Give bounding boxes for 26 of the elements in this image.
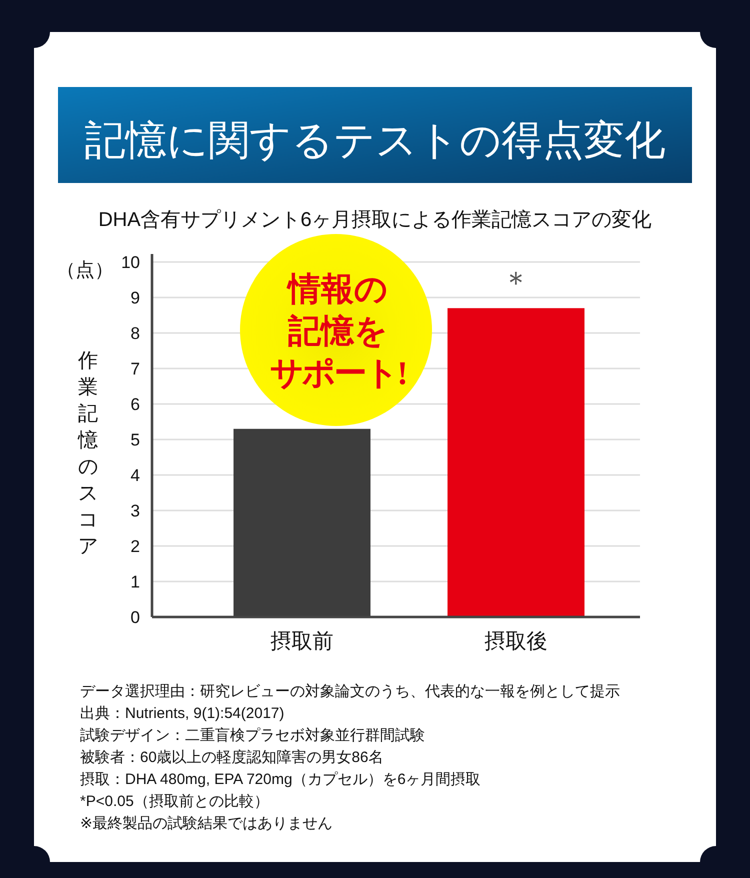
y-tick-label: 7 bbox=[130, 359, 140, 378]
annotation: ＊ bbox=[501, 266, 531, 300]
x-tick-label: 摂取後 bbox=[484, 630, 548, 653]
y-tick-label: 8 bbox=[130, 324, 140, 343]
text: 試験デザイン：二重盲検プラセボ対象並行群間試験 bbox=[80, 727, 425, 744]
text: ※最終製品の試験結果ではありません bbox=[80, 815, 333, 832]
text: *P<0.05（摂取前との比較） bbox=[80, 793, 269, 810]
y-tick-label: 0 bbox=[130, 608, 140, 627]
y-tick-label: 3 bbox=[130, 501, 140, 520]
chart-title: 記憶に関するテストの得点変化 bbox=[84, 117, 666, 163]
chart-subtitle: DHA含有サプリメント6ヶ月摂取による作業記憶スコアの変化 bbox=[98, 208, 652, 231]
source-note: 出典：Nutrients, 9(1):54(2017) bbox=[80, 705, 284, 722]
y-tick-label: 5 bbox=[130, 430, 140, 450]
text: 摂取：DHA 480mg, EPA 720mg（カプセル）を6ヶ月間摂取 bbox=[80, 771, 481, 788]
y-tick-label: 1 bbox=[130, 572, 140, 592]
y-tick-label: 2 bbox=[130, 536, 140, 556]
y-tick-label: 6 bbox=[130, 394, 140, 414]
y-tick-label: 9 bbox=[130, 288, 140, 308]
text: （点） bbox=[56, 260, 114, 281]
y-tick-label: 10 bbox=[121, 252, 140, 272]
text: 被験者：60歳以上の軽度認知障害の男女86名 bbox=[80, 749, 384, 766]
y-axis-title: 作業記憶のスコア bbox=[77, 350, 98, 558]
x-tick-label: 摂取前 bbox=[270, 630, 334, 653]
text: データ選択理由：研究レビューの対象論文のうち、代表的な一報を例として提示 bbox=[80, 683, 620, 700]
annotation: 情報の記憶をサポート! bbox=[270, 272, 406, 392]
y-tick-label: 4 bbox=[130, 466, 140, 485]
